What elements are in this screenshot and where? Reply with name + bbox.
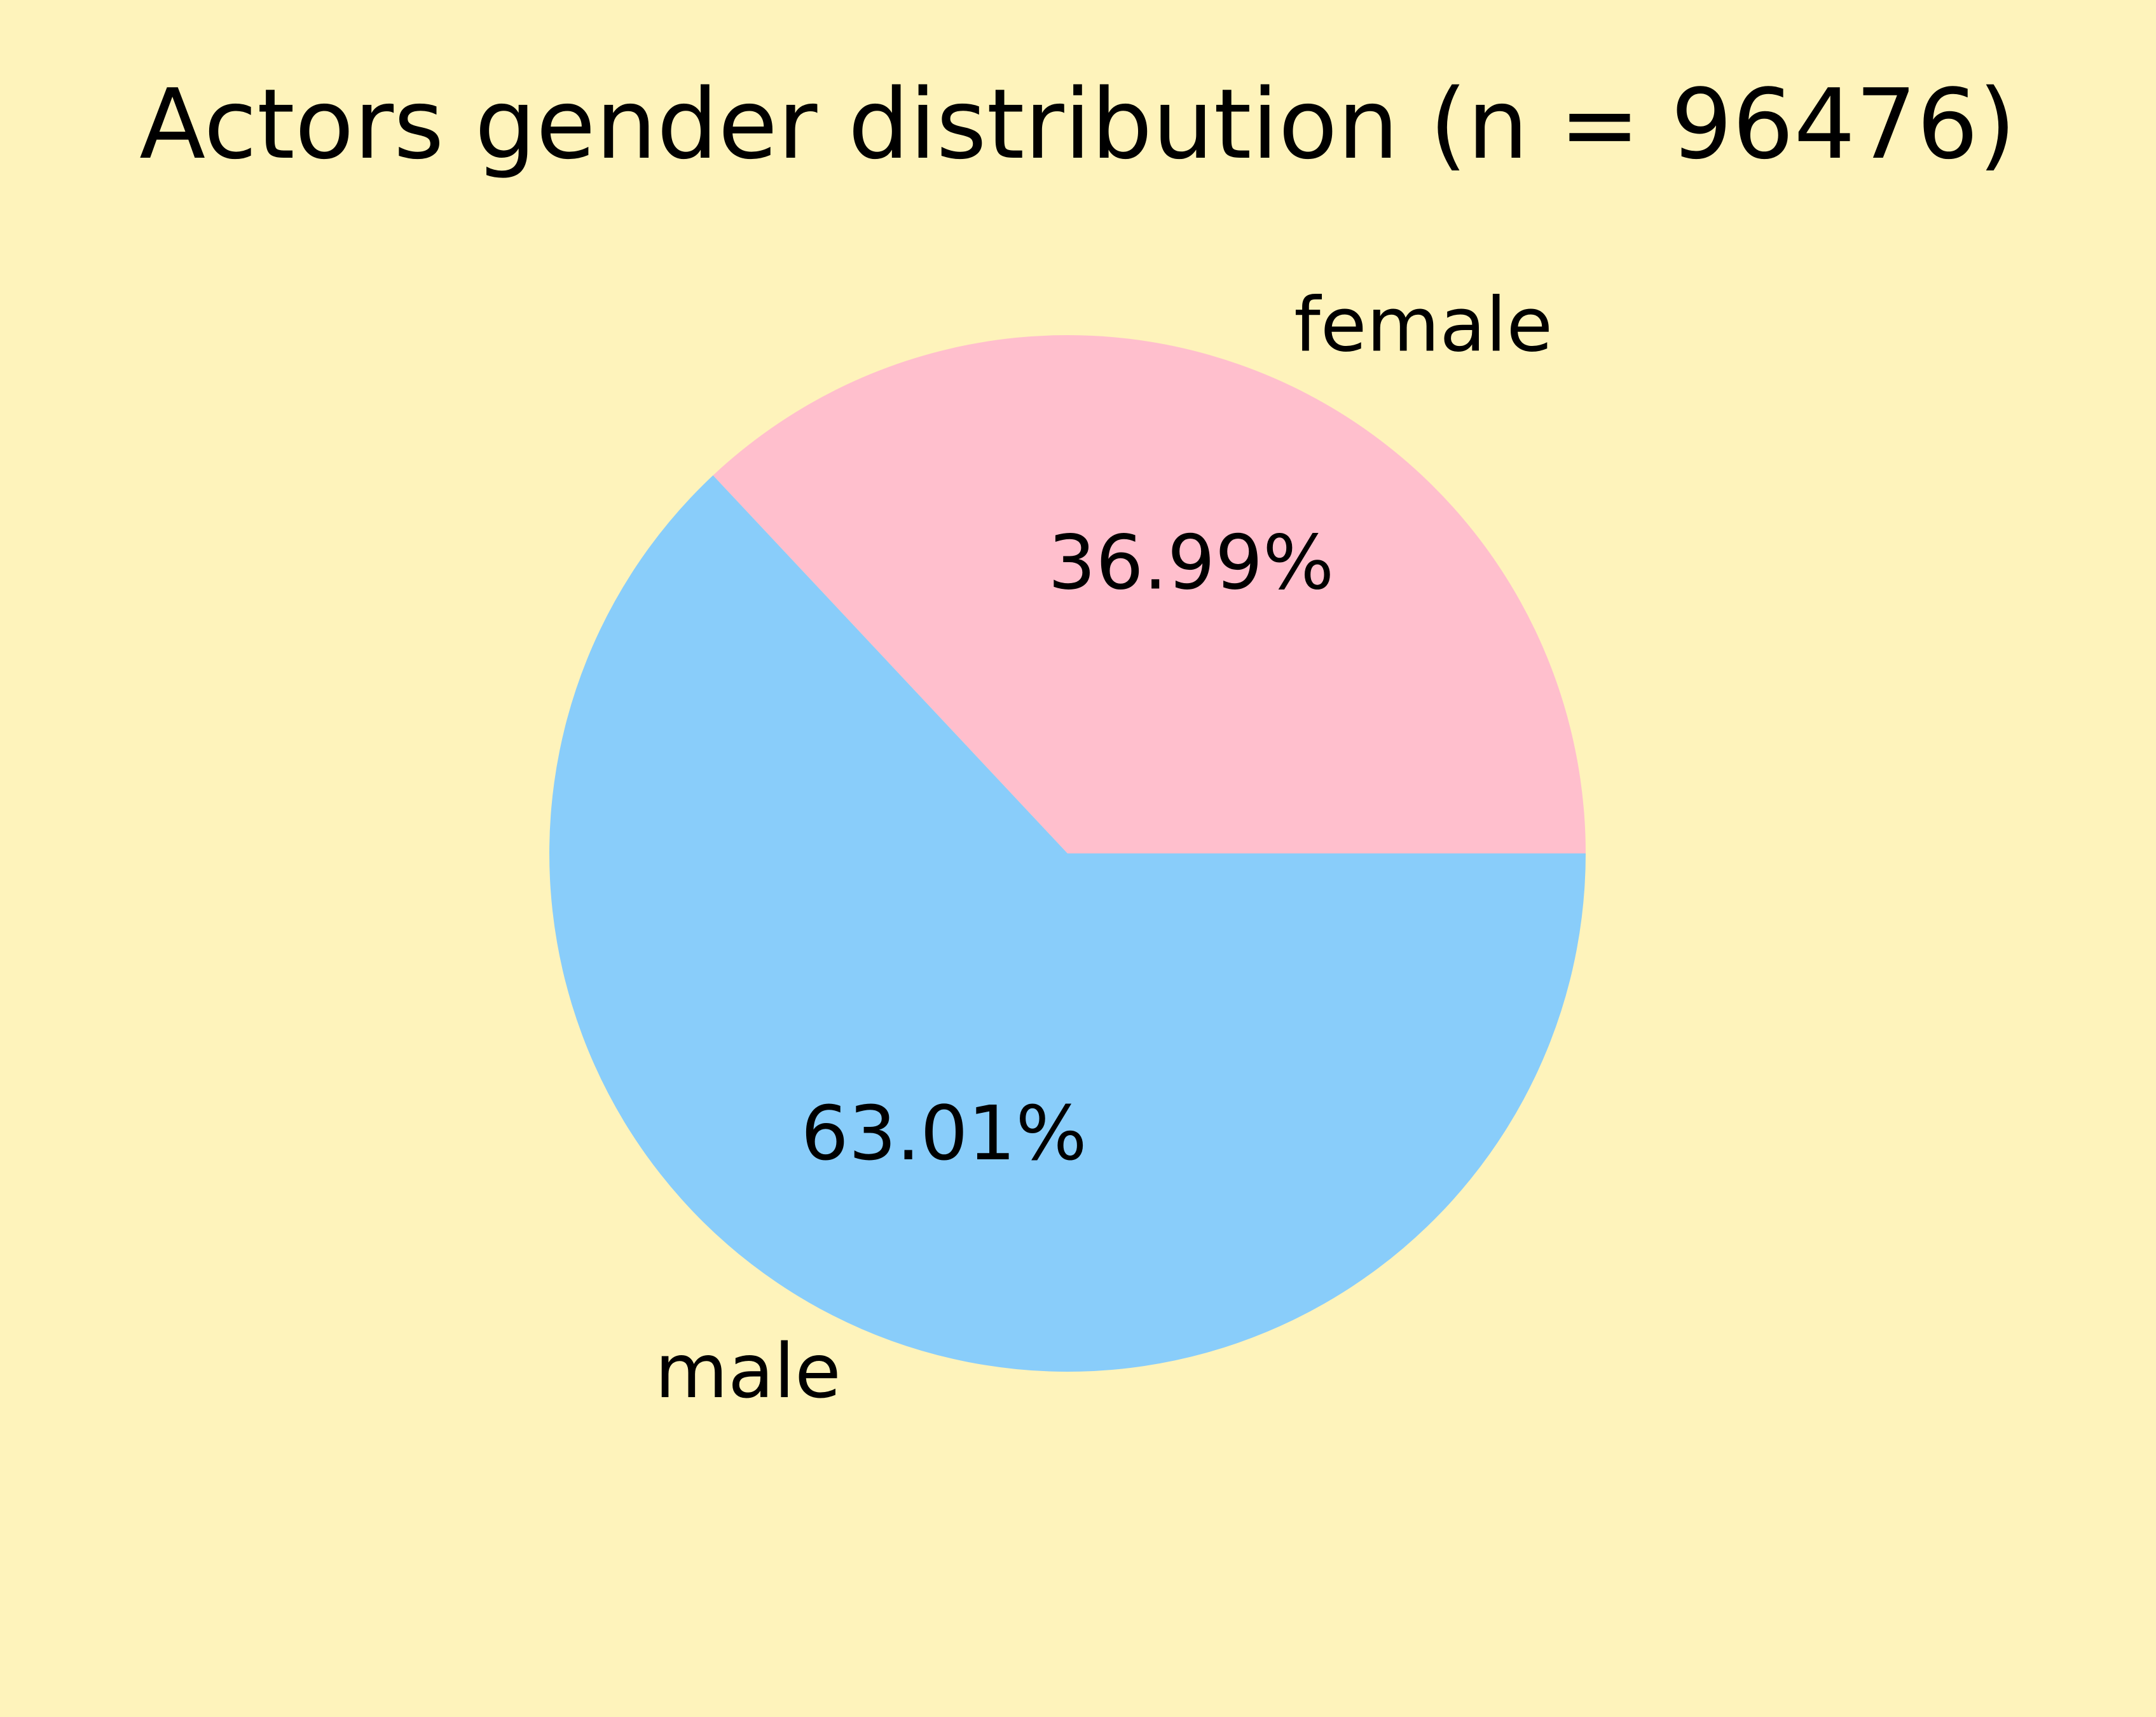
pie-slice-female (713, 334, 1586, 853)
chart-title: Actors gender distribution (n = 96476) (139, 68, 2016, 181)
pie-slice-male (549, 475, 1586, 1372)
slice-percent-male: 63.01% (801, 1089, 1087, 1177)
slice-label-female: female (1294, 281, 1553, 369)
slice-percent-female: 36.99% (1048, 518, 1334, 606)
slice-label-male: male (655, 1327, 841, 1415)
pie-labels: female 36.99% male 63.01% (655, 281, 1553, 1415)
pie-slices (549, 334, 1586, 1372)
